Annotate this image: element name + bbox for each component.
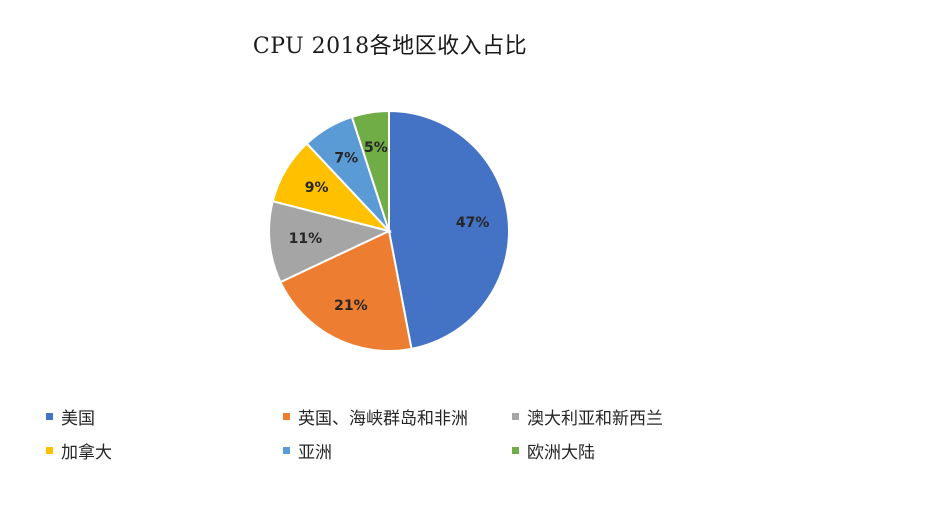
data-label-continental-europe: 5% [364, 140, 388, 156]
data-label-united-states: 47% [456, 215, 490, 231]
legend: 美国 英国、海峡群岛和非洲 澳大利亚和新西兰 加拿大 亚洲 欧洲大陆 [46, 398, 746, 478]
legend-swatch [46, 413, 53, 420]
legend-swatch [512, 413, 519, 420]
legend-item-australia-new-zealand[interactable]: 澳大利亚和新西兰 [512, 404, 663, 429]
pie-slice-australia-new-zealand[interactable] [268, 199, 392, 284]
legend-label: 英国、海峡群岛和非洲 [298, 409, 468, 429]
legend-item-canada[interactable]: 加拿大 [46, 438, 112, 463]
legend-swatch [512, 447, 519, 454]
data-label-asia: 7% [334, 151, 358, 167]
legend-label: 亚洲 [298, 443, 332, 463]
legend-label: 欧洲大陆 [527, 443, 595, 463]
legend-item-asia[interactable]: 亚洲 [283, 438, 332, 463]
chart-title: CPU 2018各地区收入占比 [252, 34, 528, 59]
data-label-canada: 9% [305, 180, 329, 196]
legend-item-continental-europe[interactable]: 欧洲大陆 [512, 438, 595, 463]
pie-slice-united-states[interactable] [388, 109, 510, 351]
legend-item-united-states[interactable]: 美国 [46, 404, 95, 429]
legend-swatch [46, 447, 53, 454]
legend-label: 加拿大 [61, 443, 112, 463]
pie-slice-continental-europe[interactable] [350, 109, 390, 232]
data-label-uk-channel-islands-africa: 21% [334, 298, 368, 314]
data-label-australia-new-zealand: 11% [289, 231, 323, 247]
pie-slice-uk-channel-islands-africa[interactable] [279, 229, 413, 352]
legend-label: 澳大利亚和新西兰 [527, 409, 663, 429]
legend-swatch [283, 413, 290, 420]
legend-item-uk-channel-islands-africa[interactable]: 英国、海峡群岛和非洲 [283, 404, 468, 429]
legend-label: 美国 [61, 409, 95, 429]
legend-swatch [283, 447, 290, 454]
